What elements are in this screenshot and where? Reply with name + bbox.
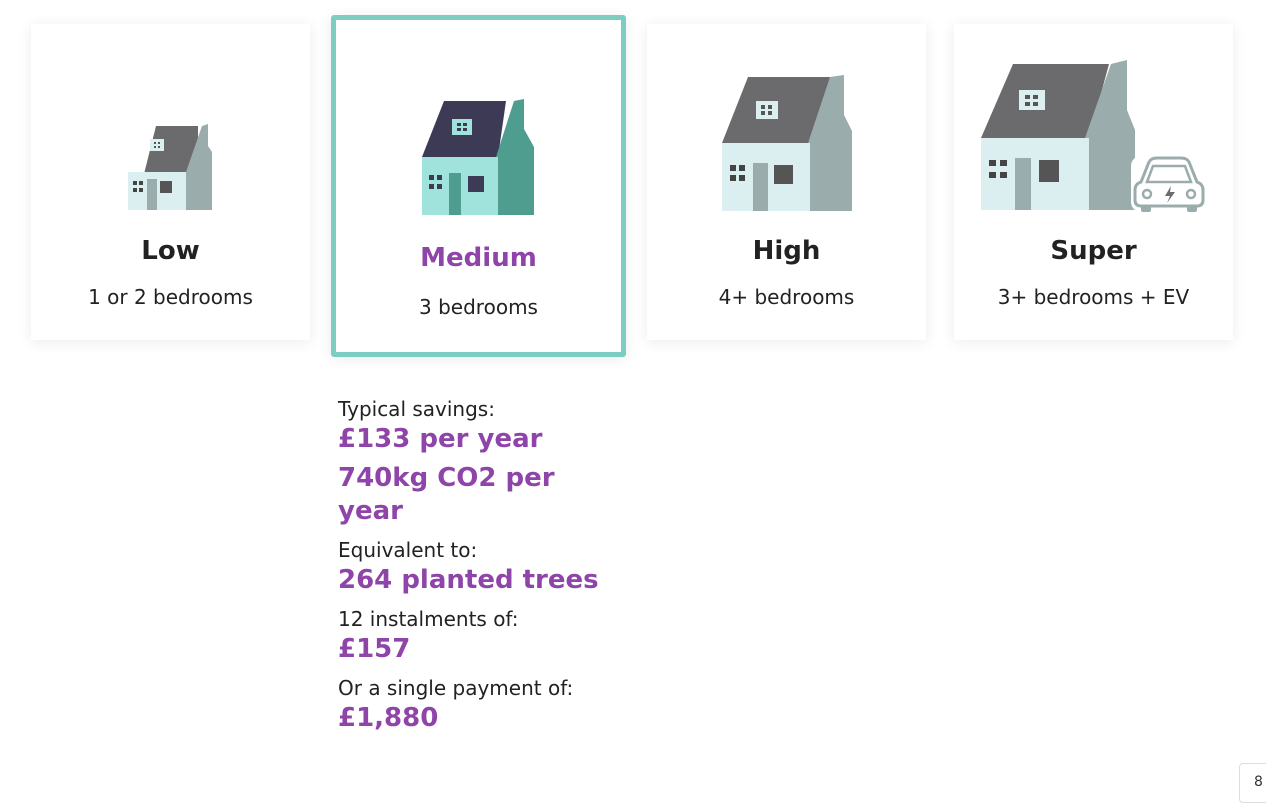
tier-details-panel: Typical savings: £133 per year 740kg CO2… (338, 395, 628, 735)
tier-card-super[interactable]: Super 3+ bedrooms + EV (954, 24, 1233, 340)
large-house-icon (647, 75, 926, 211)
house-with-ev-icon (954, 60, 1233, 212)
medium-house-icon (336, 99, 621, 215)
instalments-value: £157 (338, 634, 411, 664)
tier-label: Medium (420, 243, 537, 273)
tier-card-low[interactable]: Low 1 or 2 bedrooms (31, 24, 310, 340)
tier-description: 1 or 2 bedrooms (88, 285, 253, 309)
corner-widget[interactable]: 8 (1239, 763, 1266, 803)
equivalent-value: 264 planted trees (338, 565, 599, 595)
small-house-icon (31, 124, 310, 210)
tier-label: High (752, 236, 821, 266)
tier-card-medium[interactable]: Medium 3 bedrooms (331, 15, 626, 357)
tier-description: 3 bedrooms (419, 295, 538, 319)
tier-label: Super (1050, 236, 1137, 266)
savings-money-value: £133 per year (338, 424, 543, 454)
electric-car-icon (1130, 156, 1205, 212)
tier-card-high[interactable]: High 4+ bedrooms (647, 24, 926, 340)
tier-description: 3+ bedrooms + EV (997, 285, 1190, 309)
single-payment-label: Or a single payment of: (338, 676, 574, 700)
savings-label: Typical savings: (338, 397, 495, 421)
equivalent-label: Equivalent to: (338, 538, 478, 562)
savings-co2-value: 740kg CO2 per year (338, 463, 555, 526)
tier-label: Low (141, 236, 200, 266)
instalments-label: 12 instalments of: (338, 607, 519, 631)
tier-description: 4+ bedrooms (718, 285, 855, 309)
single-payment-value: £1,880 (338, 703, 439, 733)
